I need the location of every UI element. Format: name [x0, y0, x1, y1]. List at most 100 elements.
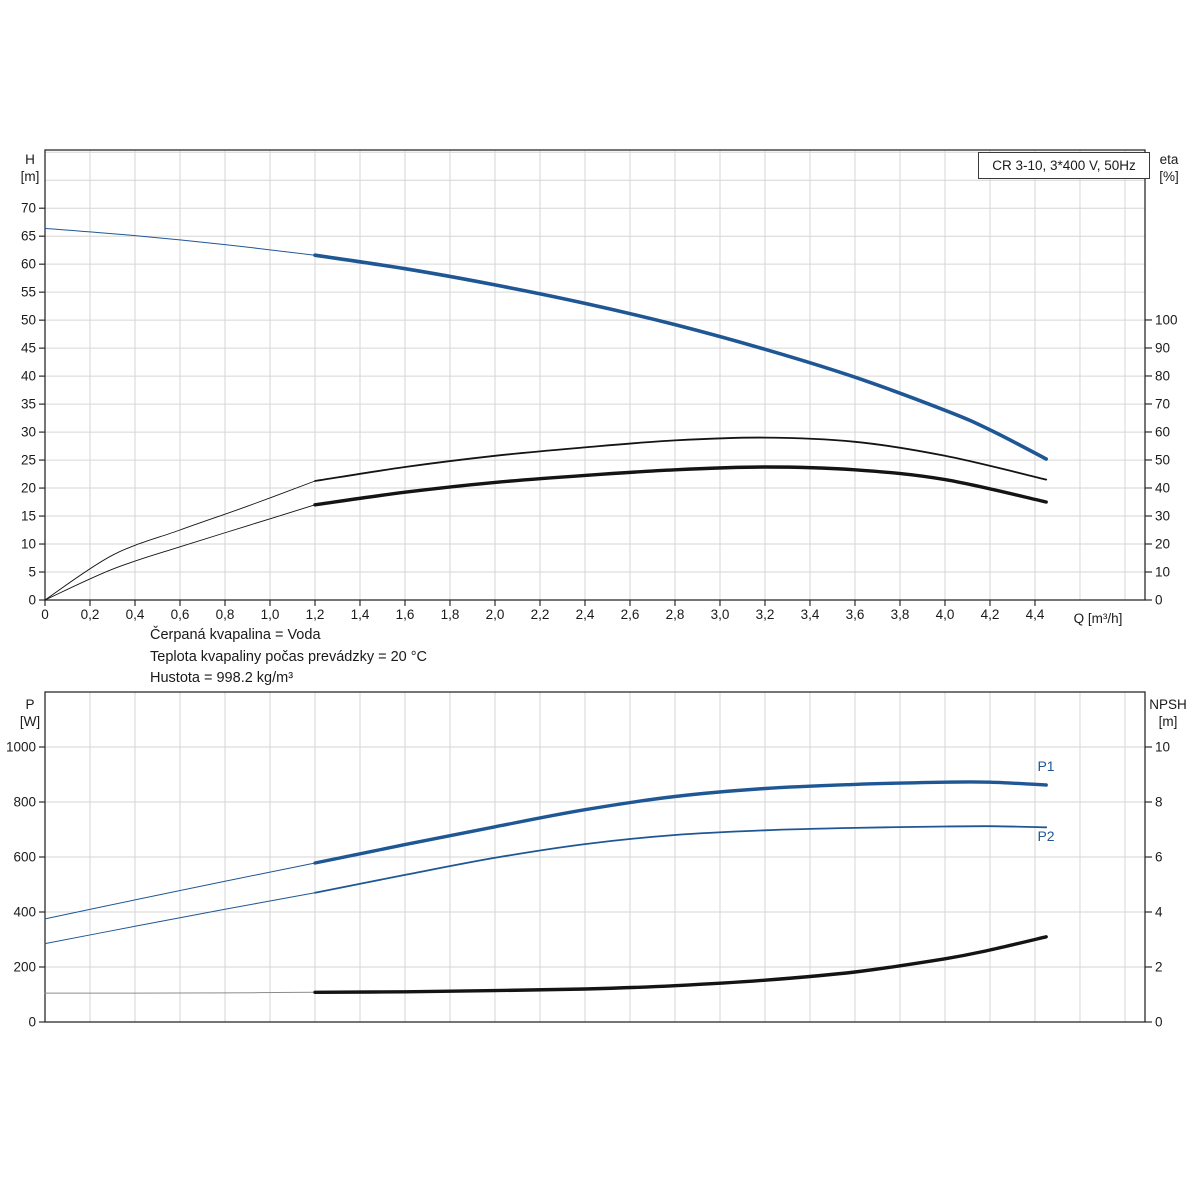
series-eta-lower	[44, 465, 1048, 601]
x-tick-label: 0	[41, 607, 49, 622]
x-tick-label: 3,8	[891, 607, 910, 622]
p2-curve-label: P2	[1037, 828, 1055, 844]
y-left-tick-label: 60	[21, 257, 36, 272]
x-tick-label: 1,2	[306, 607, 325, 622]
y-right-tick-label: 40	[1155, 480, 1170, 495]
p-axis-label-unit: [W]	[19, 714, 41, 729]
y-right-tick-label: 100	[1155, 312, 1178, 327]
eta-axis-label-symbol: eta	[1159, 152, 1179, 167]
series-NPSH	[44, 935, 1048, 994]
y-left-tick-label: 200	[13, 960, 36, 975]
tick-labels: 0 5 10 15 20 25 30 35 40 45 50 55 60 65 70 0 10 20 30 40 50 6…	[21, 201, 1178, 622]
y-left-tick-label: 30	[21, 425, 36, 440]
series-eta-upper-thick-segment	[314, 436, 1048, 482]
npsh-axis-label-symbol: NPSH	[1149, 697, 1187, 712]
power-npsh-chart: 0 200 400 600 800 1000 0 2 4 6 8 10	[6, 691, 1170, 1030]
x-tick-label: 3,0	[711, 607, 730, 622]
y-right-tick-label: 10	[1155, 740, 1170, 755]
x-tick-label: 2,0	[486, 607, 505, 622]
liquid-notes: Čerpaná kvapalina = Voda Teplota kvapali…	[150, 625, 427, 690]
h-axis-label-unit: [m]	[20, 169, 40, 184]
npsh-axis-label-unit: [m]	[1158, 714, 1178, 729]
y-left-tick-label: 400	[13, 905, 36, 920]
x-tick-label: 2,8	[666, 607, 685, 622]
series-NPSH-thin-segment	[44, 991, 316, 994]
y-left-tick-label: 15	[21, 509, 36, 524]
x-tick-label: 2,2	[531, 607, 550, 622]
y-left-tick-label: 0	[28, 593, 36, 608]
y-left-tick-label: 0	[28, 1015, 36, 1030]
p1-curve-label: P1	[1037, 758, 1055, 774]
x-tick-label: 3,2	[756, 607, 775, 622]
q-axis-label: Q [m³/h]	[1073, 611, 1123, 626]
series-eta-lower-thin-segment	[44, 504, 316, 601]
series-P2-thick-segment	[314, 825, 1048, 894]
eta-axis-label-unit: [%]	[1159, 169, 1179, 184]
y-right-tick-label: 8	[1155, 795, 1163, 810]
x-tick-label: 1,6	[396, 607, 415, 622]
y-right-tick-label: 2	[1155, 960, 1163, 975]
npsh-axis-label: NPSH [m]	[1139, 696, 1197, 730]
series-eta-upper-thin-segment	[44, 480, 316, 601]
x-tick-label: 4,2	[981, 607, 1000, 622]
x-tick-label: 2,6	[621, 607, 640, 622]
h-axis-label-symbol: H	[25, 152, 35, 167]
y-left-tick-label: 5	[28, 565, 36, 580]
y-left-tick-label: 600	[13, 850, 36, 865]
x-tick-label: 3,4	[801, 607, 820, 622]
y-left-tick-label: 25	[21, 453, 36, 468]
chart-title-box: CR 3-10, 3*400 V, 50Hz	[978, 152, 1150, 179]
y-right-tick-label: 20	[1155, 536, 1170, 551]
series-P2	[44, 825, 1048, 945]
y-left-tick-label: 40	[21, 369, 36, 384]
y-right-tick-label: 70	[1155, 396, 1170, 411]
y-right-tick-label: 0	[1155, 593, 1163, 608]
note-pumped-liquid: Čerpaná kvapalina = Voda	[150, 627, 321, 643]
tick-labels: 0 200 400 600 800 1000 0 2 4 6 8 10	[6, 740, 1170, 1030]
x-tick-label: 0,2	[81, 607, 100, 622]
y-right-tick-label: 4	[1155, 905, 1163, 920]
series-NPSH-thick-segment	[313, 935, 1048, 994]
grid	[45, 692, 1145, 1022]
y-right-tick-label: 80	[1155, 368, 1170, 383]
x-tick-label: 3,6	[846, 607, 865, 622]
note-liquid-temperature: Teplota kvapaliny počas prevádzky = 20 °…	[150, 648, 428, 665]
series-QH-thin-segment	[44, 227, 316, 256]
x-tick-label: 0,6	[171, 607, 190, 622]
x-tick-label: 1,8	[441, 607, 460, 622]
h-axis-label: H [m]	[8, 151, 52, 185]
x-tick-label: 1,4	[351, 607, 370, 622]
qh-eta-chart: 0 5 10 15 20 25 30 35 40 45 50 55 60 65 70 0 10 20 30 40 50 6…	[21, 149, 1178, 622]
y-left-tick-label: 55	[21, 285, 36, 300]
y-left-tick-label: 10	[21, 537, 36, 552]
y-right-tick-label: 30	[1155, 508, 1170, 523]
y-left-tick-label: 800	[13, 795, 36, 810]
y-left-tick-label: 70	[21, 201, 36, 216]
y-left-tick-label: 45	[21, 341, 36, 356]
x-tick-label: 1,0	[261, 607, 280, 622]
x-tick-label: 4,4	[1026, 607, 1045, 622]
y-right-tick-label: 6	[1155, 850, 1163, 865]
p-axis-label-symbol: P	[25, 697, 35, 712]
series-eta-upper	[44, 436, 1048, 601]
y-right-tick-label: 10	[1155, 564, 1170, 579]
tick-marks	[39, 746, 1152, 1023]
y-right-tick-label: 90	[1155, 340, 1170, 355]
x-tick-label: 0,4	[126, 607, 145, 622]
series-P1-thin-segment	[44, 862, 316, 920]
y-left-tick-label: 1000	[6, 740, 36, 755]
y-left-tick-label: 20	[21, 481, 36, 496]
y-left-tick-label: 65	[21, 229, 36, 244]
plot-border	[44, 149, 1146, 601]
x-tick-label: 2,4	[576, 607, 595, 622]
series-P1-thick-segment	[313, 780, 1048, 865]
tick-marks	[39, 207, 1152, 606]
y-left-tick-label: 35	[21, 397, 36, 412]
y-right-tick-label: 60	[1155, 424, 1170, 439]
y-right-tick-label: 0	[1155, 1015, 1163, 1030]
x-tick-label: 4,0	[936, 607, 955, 622]
p-axis-label: P [W]	[8, 696, 52, 730]
series-eta-lower-thick-segment	[313, 465, 1048, 507]
